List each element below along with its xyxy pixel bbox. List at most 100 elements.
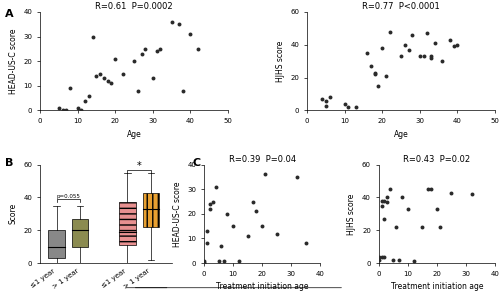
Point bbox=[374, 254, 382, 259]
Point bbox=[138, 51, 145, 56]
Point bbox=[374, 257, 382, 262]
Point bbox=[389, 257, 397, 262]
Text: C: C bbox=[192, 158, 200, 168]
Point bbox=[273, 231, 281, 236]
Point bbox=[427, 54, 435, 59]
Point bbox=[326, 95, 334, 100]
Point bbox=[200, 258, 208, 263]
Point bbox=[149, 76, 157, 81]
Point bbox=[244, 234, 252, 238]
Point bbox=[100, 76, 108, 81]
Point bbox=[92, 74, 100, 78]
Point bbox=[111, 56, 119, 61]
Text: p=0.055: p=0.055 bbox=[56, 194, 80, 199]
X-axis label: Treatment initiation age: Treatment initiation age bbox=[216, 282, 308, 291]
Point bbox=[318, 97, 326, 101]
Y-axis label: HEAD-US-C score: HEAD-US-C score bbox=[9, 28, 18, 94]
Point bbox=[74, 106, 82, 110]
Point bbox=[367, 64, 375, 68]
Point bbox=[384, 200, 392, 205]
Point bbox=[118, 71, 126, 76]
Point bbox=[344, 105, 352, 109]
X-axis label: Age: Age bbox=[126, 130, 142, 139]
Point bbox=[433, 207, 441, 211]
Text: A: A bbox=[5, 9, 14, 19]
Point bbox=[468, 192, 475, 196]
Point bbox=[398, 195, 406, 200]
Point bbox=[104, 79, 112, 83]
Point bbox=[418, 225, 426, 229]
Point bbox=[404, 207, 411, 211]
Point bbox=[152, 49, 160, 54]
Point bbox=[168, 19, 175, 24]
Point bbox=[454, 42, 462, 47]
Point bbox=[427, 56, 435, 60]
Point bbox=[224, 211, 232, 216]
Point bbox=[85, 93, 93, 98]
Point bbox=[370, 72, 378, 77]
Point bbox=[438, 59, 446, 64]
Y-axis label: HJHS score: HJHS score bbox=[348, 193, 356, 234]
Y-axis label: HEAD-US-C score: HEAD-US-C score bbox=[173, 181, 182, 247]
Point bbox=[378, 198, 386, 203]
Point bbox=[392, 225, 400, 229]
Point bbox=[208, 199, 216, 204]
Point bbox=[374, 83, 382, 88]
Text: *: * bbox=[137, 161, 141, 171]
Point bbox=[203, 241, 211, 246]
Point bbox=[194, 47, 202, 51]
Point bbox=[386, 187, 394, 192]
Point bbox=[229, 224, 237, 228]
Point bbox=[384, 195, 392, 200]
Point bbox=[175, 22, 183, 27]
Point bbox=[446, 37, 454, 42]
Point bbox=[431, 41, 439, 45]
Point bbox=[404, 47, 412, 52]
Point bbox=[410, 259, 418, 264]
Point bbox=[408, 33, 416, 37]
Point bbox=[134, 89, 142, 93]
Point bbox=[340, 101, 348, 106]
Point bbox=[450, 44, 458, 49]
Point bbox=[427, 187, 435, 192]
X-axis label: Treatment initiation age: Treatment initiation age bbox=[390, 282, 483, 291]
Point bbox=[78, 108, 86, 113]
Point bbox=[252, 209, 260, 214]
Point bbox=[302, 241, 310, 246]
Point bbox=[322, 98, 330, 103]
Point bbox=[380, 216, 388, 221]
Bar bbox=[119, 202, 136, 245]
Point bbox=[382, 74, 390, 78]
Point bbox=[81, 98, 89, 103]
Title: R=0.43  P=0.02: R=0.43 P=0.02 bbox=[403, 155, 470, 164]
Point bbox=[108, 81, 116, 86]
Point bbox=[395, 257, 403, 262]
Point bbox=[370, 70, 378, 75]
Point bbox=[258, 224, 266, 228]
Point bbox=[448, 190, 456, 195]
Point bbox=[142, 47, 150, 51]
Point bbox=[416, 54, 424, 59]
Point bbox=[96, 71, 104, 76]
Point bbox=[214, 258, 222, 263]
Point bbox=[378, 46, 386, 51]
Point bbox=[58, 108, 66, 113]
Title: R=0.39  P=0.04: R=0.39 P=0.04 bbox=[228, 155, 296, 164]
X-axis label: Age: Age bbox=[394, 130, 408, 139]
Point bbox=[200, 261, 208, 266]
Point bbox=[322, 103, 330, 108]
Bar bbox=[72, 219, 88, 247]
Point bbox=[378, 254, 386, 259]
Point bbox=[186, 32, 194, 36]
Point bbox=[130, 59, 138, 64]
Point bbox=[200, 261, 208, 266]
Point bbox=[88, 34, 96, 39]
Point bbox=[397, 54, 405, 59]
Point bbox=[203, 229, 211, 234]
Title: R=0.61  P=0.0002: R=0.61 P=0.0002 bbox=[95, 2, 173, 11]
Point bbox=[250, 199, 258, 204]
Point bbox=[261, 172, 269, 177]
Point bbox=[424, 31, 432, 36]
Point bbox=[218, 243, 226, 248]
Point bbox=[66, 86, 74, 91]
